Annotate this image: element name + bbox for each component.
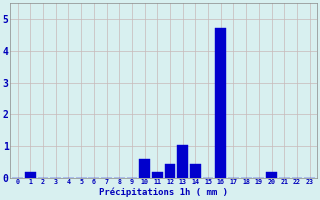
Bar xyxy=(139,159,150,178)
Bar xyxy=(25,172,36,178)
X-axis label: Précipitations 1h ( mm ): Précipitations 1h ( mm ) xyxy=(99,188,228,197)
Bar xyxy=(164,164,175,178)
Bar xyxy=(266,172,277,178)
Bar xyxy=(215,28,226,178)
Bar xyxy=(177,145,188,178)
Bar xyxy=(190,164,201,178)
Bar xyxy=(152,172,163,178)
